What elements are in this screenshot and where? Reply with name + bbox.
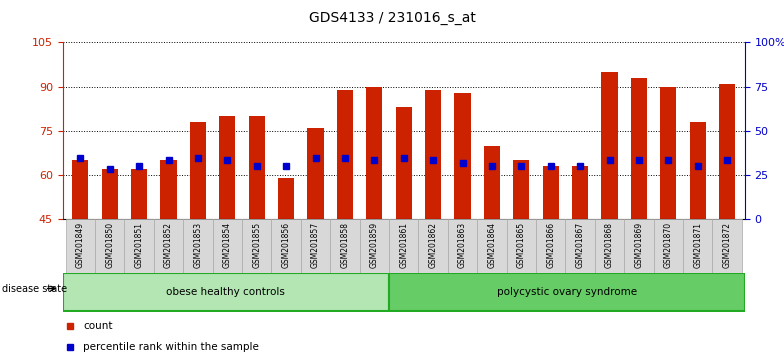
Bar	[389, 219, 419, 273]
Text: GSM201855: GSM201855	[252, 222, 261, 268]
Text: GSM201862: GSM201862	[429, 222, 437, 268]
Bar	[713, 219, 742, 273]
Text: GDS4133 / 231016_s_at: GDS4133 / 231016_s_at	[309, 11, 475, 25]
Text: GSM201863: GSM201863	[458, 222, 467, 268]
Bar	[183, 219, 212, 273]
Bar	[448, 219, 477, 273]
Bar	[307, 128, 324, 219]
Text: GSM201857: GSM201857	[311, 222, 320, 268]
Bar	[654, 219, 683, 273]
Bar	[543, 166, 559, 219]
Bar	[161, 160, 176, 219]
Text: GSM201854: GSM201854	[223, 222, 232, 268]
Bar	[190, 122, 206, 219]
Bar	[301, 219, 330, 273]
Text: GSM201865: GSM201865	[517, 222, 526, 268]
Bar	[690, 122, 706, 219]
Bar	[102, 169, 118, 219]
Text: disease state: disease state	[2, 284, 67, 293]
Bar	[719, 84, 735, 219]
Text: GSM201852: GSM201852	[164, 222, 173, 268]
Text: GSM201858: GSM201858	[340, 222, 350, 268]
Bar	[660, 87, 677, 219]
Bar	[455, 93, 470, 219]
Text: obese healthy controls: obese healthy controls	[166, 287, 285, 297]
Text: GSM201851: GSM201851	[135, 222, 143, 268]
Bar	[337, 90, 353, 219]
Text: GSM201864: GSM201864	[488, 222, 496, 268]
Bar	[95, 219, 125, 273]
Bar	[484, 146, 500, 219]
Bar	[360, 219, 389, 273]
Text: GSM201866: GSM201866	[546, 222, 555, 268]
Text: percentile rank within the sample: percentile rank within the sample	[83, 342, 259, 352]
Bar	[72, 160, 89, 219]
Bar	[536, 219, 565, 273]
Bar	[419, 219, 448, 273]
Text: GSM201871: GSM201871	[693, 222, 702, 268]
Text: GSM201869: GSM201869	[634, 222, 644, 268]
Text: GSM201849: GSM201849	[76, 222, 85, 268]
Bar	[249, 116, 265, 219]
Bar	[683, 219, 713, 273]
Bar	[131, 169, 147, 219]
Text: GSM201870: GSM201870	[664, 222, 673, 268]
Bar	[63, 273, 389, 311]
Bar	[278, 178, 294, 219]
Bar	[154, 219, 183, 273]
Bar	[595, 219, 624, 273]
Bar	[330, 219, 360, 273]
Bar	[624, 219, 654, 273]
Text: GSM201856: GSM201856	[281, 222, 291, 268]
Bar	[389, 273, 745, 311]
Text: GSM201867: GSM201867	[575, 222, 585, 268]
Bar	[66, 219, 95, 273]
Bar	[506, 219, 536, 273]
Bar	[601, 72, 618, 219]
Bar	[242, 219, 271, 273]
Bar	[125, 219, 154, 273]
Text: GSM201853: GSM201853	[194, 222, 202, 268]
Bar	[477, 219, 506, 273]
Bar	[631, 78, 647, 219]
Bar	[220, 116, 235, 219]
Bar	[212, 219, 242, 273]
Text: count: count	[83, 321, 113, 331]
Bar	[425, 90, 441, 219]
Bar	[572, 166, 588, 219]
Text: GSM201850: GSM201850	[105, 222, 114, 268]
Bar	[565, 219, 595, 273]
Bar	[514, 160, 529, 219]
Text: GSM201868: GSM201868	[605, 222, 614, 268]
Text: GSM201872: GSM201872	[723, 222, 731, 268]
Bar	[366, 87, 383, 219]
Text: polycystic ovary syndrome: polycystic ovary syndrome	[497, 287, 637, 297]
Text: GSM201859: GSM201859	[370, 222, 379, 268]
Bar	[396, 107, 412, 219]
Text: GSM201861: GSM201861	[399, 222, 408, 268]
Bar	[271, 219, 301, 273]
